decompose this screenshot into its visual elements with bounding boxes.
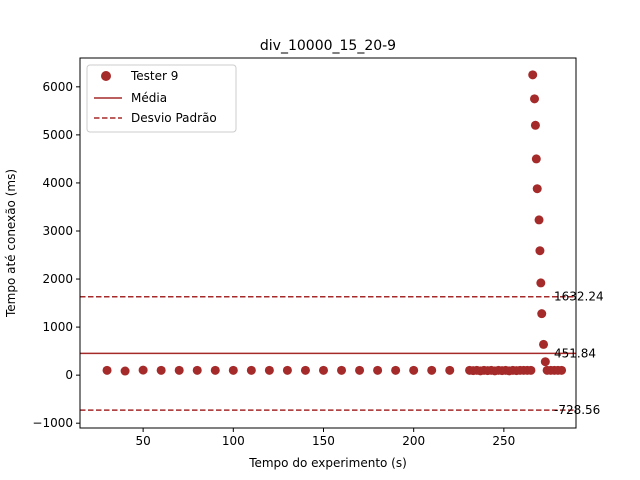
data-point [337, 365, 347, 375]
mean-value-label: 451.84 [554, 346, 596, 360]
legend-label-tester: Tester 9 [130, 69, 178, 83]
data-point [535, 246, 545, 256]
std-lower-value-label: -728.56 [554, 403, 600, 417]
reference-line-labels: 1632.24 451.84 -728.56 [554, 290, 604, 417]
data-point [539, 339, 549, 349]
y-axis-label: Tempo até conexão (ms) [4, 169, 18, 318]
data-point [536, 278, 546, 288]
data-point [391, 365, 401, 375]
x-tick-label: 50 [135, 434, 150, 448]
y-tick-label: 0 [65, 368, 73, 382]
y-tick-label: 2000 [42, 272, 73, 286]
x-axis-label: Tempo do experimento (s) [248, 456, 407, 470]
x-axis-ticks: 50 100 150 200 250 [135, 428, 515, 448]
y-tick-label: 5000 [42, 128, 73, 142]
data-point [531, 154, 541, 164]
data-point [427, 365, 437, 375]
data-point [534, 215, 544, 225]
legend-label-std: Desvio Padrão [131, 111, 217, 125]
data-point [355, 365, 365, 375]
y-tick-label: −1000 [32, 416, 73, 430]
x-tick-label: 150 [312, 434, 335, 448]
data-point [174, 365, 184, 375]
y-tick-label: 6000 [42, 80, 73, 94]
legend-marker-scatter [101, 71, 111, 81]
data-point [409, 365, 419, 375]
data-point [318, 365, 328, 375]
chart-title: div_10000_15_20-9 [260, 38, 396, 54]
x-tick-label: 250 [492, 434, 515, 448]
data-point [526, 365, 536, 375]
data-point [537, 309, 547, 319]
data-point [282, 365, 292, 375]
data-point [246, 365, 256, 375]
data-point [264, 365, 274, 375]
data-point [530, 94, 540, 104]
legend-box [86, 64, 237, 133]
legend: Tester 9 Média Desvio Padrão [86, 64, 237, 133]
data-point [540, 357, 550, 367]
data-point [192, 365, 202, 375]
y-tick-label: 4000 [42, 176, 73, 190]
y-axis-ticks: −1000 0 1000 2000 3000 4000 5000 6000 [32, 80, 80, 430]
data-point [156, 365, 166, 375]
reference-lines [80, 295, 576, 411]
legend-label-mean: Média [131, 91, 167, 105]
data-point [300, 365, 310, 375]
data-points [102, 70, 567, 376]
y-tick-label: 1000 [42, 320, 73, 334]
data-point [530, 120, 540, 130]
data-point [373, 365, 383, 375]
data-point [528, 70, 538, 80]
data-point [102, 365, 112, 375]
data-point [120, 366, 130, 376]
data-point [228, 365, 238, 375]
data-point [210, 365, 220, 375]
y-tick-label: 3000 [42, 224, 73, 238]
x-tick-label: 100 [222, 434, 245, 448]
plot-frame [79, 57, 577, 429]
data-point [557, 365, 567, 375]
std-upper-value-label: 1632.24 [554, 290, 604, 304]
data-point [138, 365, 148, 375]
x-tick-label: 200 [402, 434, 425, 448]
data-point [532, 184, 542, 194]
data-point [445, 365, 455, 375]
